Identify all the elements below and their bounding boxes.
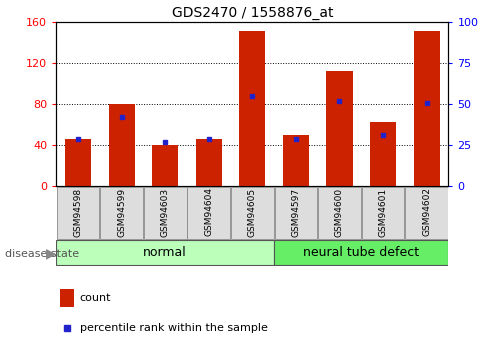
Bar (152, 145, 178, 186)
FancyBboxPatch shape (57, 187, 99, 239)
Text: percentile rank within the sample: percentile rank within the sample (80, 323, 268, 333)
FancyBboxPatch shape (362, 187, 404, 239)
Bar (370, 122, 396, 186)
FancyBboxPatch shape (56, 240, 274, 265)
Bar (326, 71, 352, 186)
Text: ▶: ▶ (46, 247, 56, 260)
Text: count: count (80, 293, 111, 303)
Text: GSM94604: GSM94604 (204, 187, 213, 236)
Bar (414, 31, 440, 186)
Text: GSM94603: GSM94603 (161, 187, 170, 237)
Text: GSM94597: GSM94597 (292, 187, 300, 237)
FancyBboxPatch shape (405, 187, 448, 239)
Text: normal: normal (144, 246, 187, 259)
FancyBboxPatch shape (318, 187, 361, 239)
Bar (60, 289, 74, 307)
Text: GSM94601: GSM94601 (378, 187, 388, 237)
Bar (239, 31, 266, 186)
Text: neural tube defect: neural tube defect (303, 246, 419, 259)
Text: disease state: disease state (5, 249, 79, 258)
FancyBboxPatch shape (144, 187, 187, 239)
FancyBboxPatch shape (100, 187, 143, 239)
Text: GSM94599: GSM94599 (117, 187, 126, 237)
Bar (65, 139, 91, 186)
Text: GSM94605: GSM94605 (248, 187, 257, 237)
FancyBboxPatch shape (274, 240, 448, 265)
Text: GSM94602: GSM94602 (422, 187, 431, 236)
Bar (283, 135, 309, 186)
FancyBboxPatch shape (188, 187, 230, 239)
Bar (196, 139, 222, 186)
Title: GDS2470 / 1558876_at: GDS2470 / 1558876_at (172, 6, 333, 20)
FancyBboxPatch shape (274, 187, 317, 239)
Bar (109, 104, 135, 186)
FancyBboxPatch shape (231, 187, 274, 239)
Text: GSM94600: GSM94600 (335, 187, 344, 237)
Text: GSM94598: GSM94598 (74, 187, 83, 237)
